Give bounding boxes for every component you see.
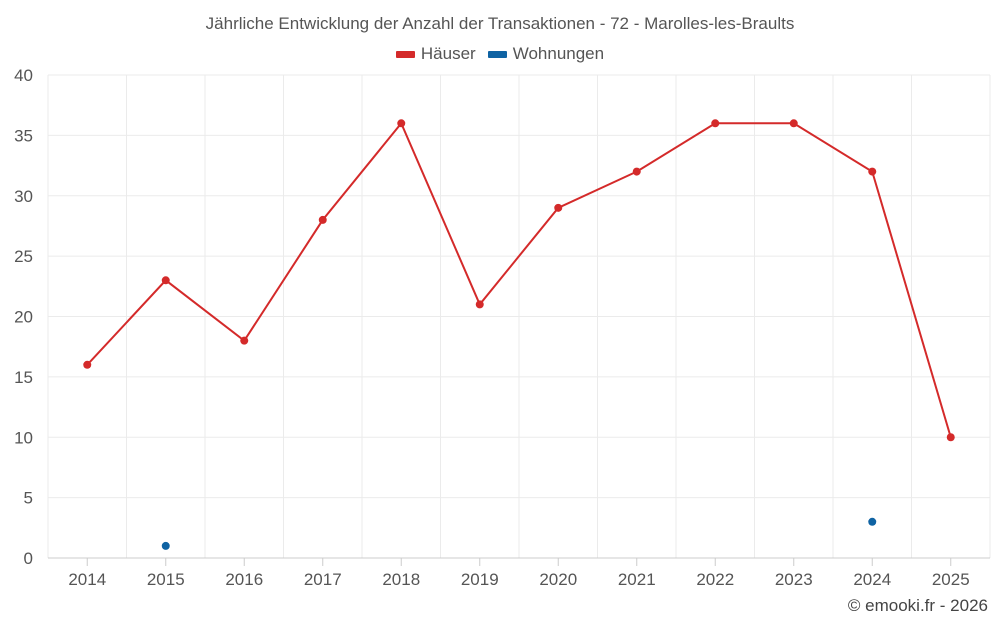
data-point-haeuser — [240, 336, 249, 345]
data-point-haeuser — [475, 300, 484, 309]
x-tick-label: 2014 — [68, 570, 106, 589]
y-tick-label: 25 — [14, 247, 33, 266]
legend-swatch-wohnungen — [487, 50, 507, 58]
legend-item-haeuser[interactable]: Häuser — [395, 44, 476, 64]
data-point-haeuser — [161, 276, 170, 285]
x-tick-label: 2021 — [618, 570, 656, 589]
y-tick-label: 15 — [14, 368, 33, 387]
chart-title: Jährliche Entwicklung der Anzahl der Tra… — [205, 14, 795, 33]
y-tick-label: 30 — [14, 187, 33, 206]
y-tick-label: 20 — [14, 308, 33, 327]
y-tick-label: 10 — [14, 428, 33, 447]
legend-label-wohnungen: Wohnungen — [512, 44, 605, 63]
legend-item-wohnungen[interactable]: Wohnungen — [487, 44, 605, 64]
x-tick-label: 2017 — [304, 570, 342, 589]
data-point-haeuser — [946, 433, 955, 442]
data-point-haeuser — [789, 119, 798, 128]
y-tick-label: 5 — [24, 489, 33, 508]
data-point-haeuser — [868, 167, 877, 176]
x-tick-label: 2023 — [775, 570, 813, 589]
x-tick-label: 2025 — [932, 570, 970, 589]
legend-label-haeuser: Häuser — [420, 44, 476, 63]
data-point-haeuser — [83, 360, 92, 369]
x-tick-label: 2019 — [461, 570, 499, 589]
data-point-wohnungen — [161, 541, 170, 550]
data-point-wohnungen — [868, 517, 877, 526]
data-point-haeuser — [397, 119, 406, 128]
y-tick-label: 0 — [24, 549, 33, 568]
data-point-haeuser — [554, 203, 563, 212]
x-tick-label: 2018 — [382, 570, 420, 589]
data-point-haeuser — [711, 119, 720, 128]
y-tick-label: 40 — [14, 66, 33, 85]
y-tick-label: 35 — [14, 126, 33, 145]
x-tick-label: 2022 — [696, 570, 734, 589]
data-point-haeuser — [632, 167, 641, 176]
legend-swatch-haeuser — [395, 50, 415, 58]
credit-text: © emooki.fr - 2026 — [847, 596, 988, 615]
x-tick-label: 2024 — [853, 570, 891, 589]
x-tick-label: 2020 — [539, 570, 577, 589]
x-tick-label: 2015 — [147, 570, 185, 589]
chart-legend: Häuser Wohnungen — [0, 44, 1000, 64]
series-line-haeuser — [86, 121, 952, 438]
data-point-haeuser — [318, 215, 327, 224]
x-tick-label: 2016 — [225, 570, 263, 589]
